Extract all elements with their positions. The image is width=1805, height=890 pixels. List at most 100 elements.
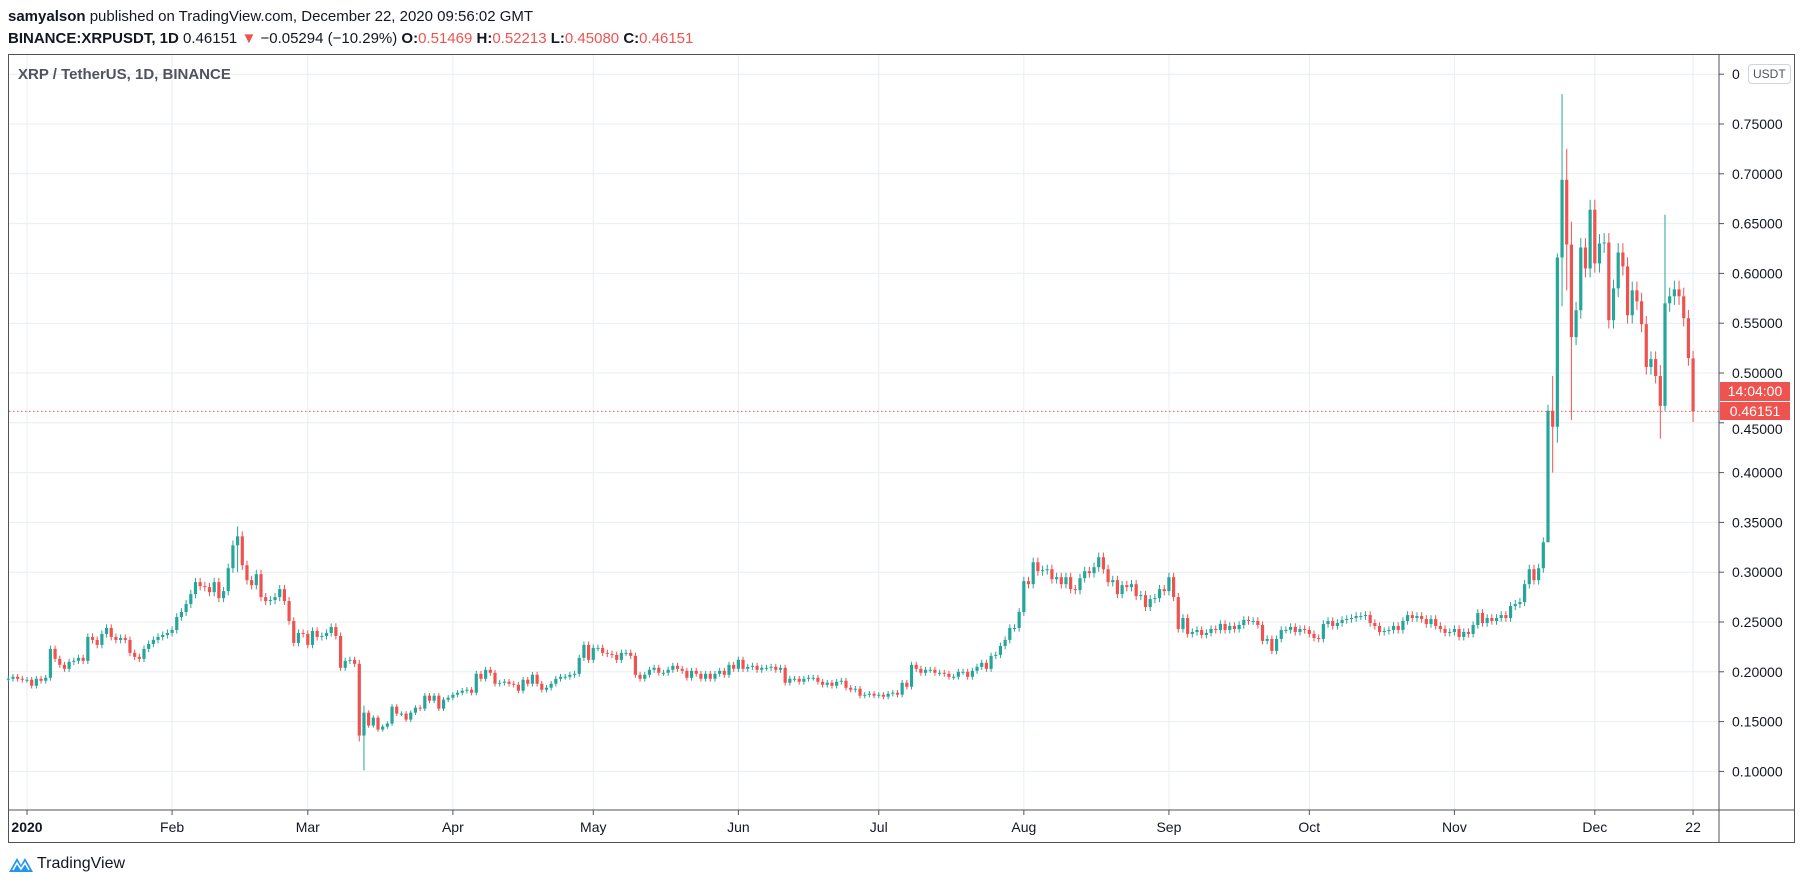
- candle-body: [343, 660, 347, 668]
- candle-body: [1186, 618, 1190, 634]
- candle-body: [755, 665, 759, 670]
- tradingview-logo[interactable]: TradingView: [8, 855, 125, 873]
- time-tick-label: Sep: [1156, 819, 1181, 835]
- candle-body: [1036, 562, 1040, 572]
- candle-body: [142, 648, 146, 659]
- candle-body: [1654, 359, 1658, 376]
- currency-button[interactable]: USDT: [1748, 64, 1791, 84]
- candle-body: [587, 644, 591, 660]
- candle-body: [1607, 242, 1611, 321]
- candle-body: [306, 633, 310, 645]
- author-name[interactable]: samyalson: [8, 8, 86, 25]
- candle-body: [502, 681, 506, 683]
- candle-body: [193, 582, 198, 595]
- candle-body: [76, 657, 81, 661]
- candle-body: [184, 604, 188, 613]
- candle-body: [296, 632, 301, 643]
- candle-body: [774, 666, 778, 670]
- price-tick-label: 0.55000: [1732, 315, 1783, 331]
- candle-body: [530, 674, 535, 684]
- candle-body: [624, 652, 628, 654]
- candle-body: [404, 713, 408, 720]
- candle-body: [1569, 244, 1573, 338]
- candle-body: [1237, 624, 1241, 629]
- candle-body: [16, 676, 20, 679]
- candle-body: [1663, 303, 1667, 406]
- candle-body: [521, 679, 525, 691]
- candle-body: [900, 682, 904, 695]
- candle-body: [1143, 595, 1148, 608]
- candle-body: [643, 674, 647, 679]
- time-tick-label: 2020: [11, 819, 42, 835]
- bar-countdown: 14:04:00: [1720, 382, 1790, 401]
- candle-body: [1527, 569, 1531, 585]
- candle-body: [1499, 615, 1503, 619]
- last-price: 0.46151: [183, 30, 238, 47]
- candle-body: [980, 662, 984, 667]
- candle-body: [1298, 628, 1302, 632]
- chart-pane[interactable]: [8, 54, 1795, 843]
- candle-body: [961, 671, 965, 673]
- candle-body: [357, 663, 361, 736]
- candle-body: [1513, 604, 1517, 607]
- candle-body: [1115, 580, 1120, 595]
- candle-body: [1274, 638, 1279, 651]
- candle-body: [652, 667, 656, 670]
- candle-body: [259, 574, 263, 598]
- candle-body: [535, 674, 539, 684]
- candle-body: [320, 635, 324, 637]
- candle-body: [133, 652, 137, 657]
- candle-body: [554, 678, 558, 684]
- candle-body: [947, 673, 951, 677]
- candle-body: [750, 665, 754, 667]
- candle-body: [1588, 209, 1592, 269]
- candle-body: [736, 659, 740, 669]
- candle-body: [348, 659, 352, 661]
- candle-body: [839, 680, 843, 682]
- candle-body: [942, 672, 946, 674]
- candle-body: [446, 697, 450, 700]
- candle-body: [264, 597, 268, 602]
- candle-body: [877, 694, 881, 696]
- candle-body: [797, 678, 801, 682]
- candle-body: [615, 654, 619, 660]
- candle-body: [58, 658, 62, 665]
- candle-body: [966, 671, 970, 677]
- candle-body: [1008, 627, 1012, 640]
- candle-body: [675, 665, 680, 669]
- candle-body: [1504, 615, 1508, 619]
- candle-body: [1293, 626, 1297, 632]
- candle-body: [1368, 615, 1372, 623]
- candle-body: [507, 681, 511, 684]
- candle-body: [1579, 247, 1583, 311]
- candle-body: [994, 654, 998, 656]
- candle-body: [1181, 618, 1185, 629]
- candle-body: [1532, 569, 1536, 581]
- candle-body: [62, 664, 67, 669]
- candle-body: [1111, 580, 1115, 583]
- candle-body: [1476, 613, 1480, 625]
- candle-body: [455, 692, 460, 695]
- candle-body: [760, 667, 764, 670]
- candle-body: [1410, 615, 1414, 619]
- candle-body: [423, 695, 427, 709]
- candle-body: [867, 693, 871, 695]
- candle-body: [104, 627, 109, 634]
- candle-body: [324, 632, 329, 636]
- candle-body: [1232, 625, 1237, 629]
- candle-body: [858, 688, 862, 696]
- candle-body: [25, 679, 29, 681]
- price-tick-label: 0.65000: [1732, 216, 1783, 232]
- candle-body: [1270, 638, 1274, 651]
- candle-body: [1630, 290, 1634, 316]
- candle-body: [484, 669, 488, 679]
- chart-legend: XRP / TetherUS, 1D, BINANCE: [18, 66, 231, 83]
- candle-body: [451, 694, 455, 698]
- candle-body: [886, 693, 890, 697]
- candle-body: [1190, 631, 1194, 634]
- candle-body: [704, 673, 708, 679]
- candle-body: [395, 706, 399, 714]
- down-arrow-icon: ▼: [241, 30, 257, 47]
- brand-name: TradingView: [37, 855, 126, 872]
